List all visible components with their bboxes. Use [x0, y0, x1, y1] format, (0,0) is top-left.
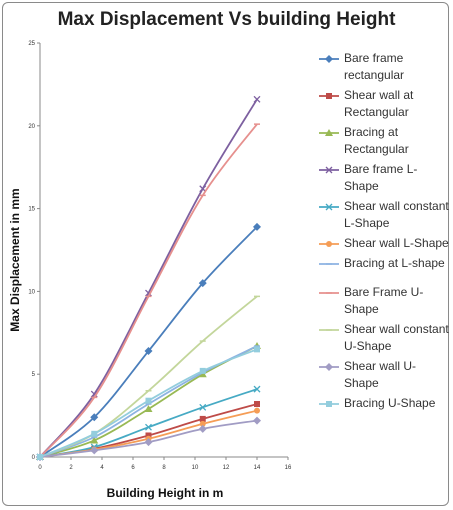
x-tick-label: 10: [192, 465, 199, 471]
legend-label: Shear wall at Rectangular: [344, 88, 414, 119]
legend-label: Shear wall L-Shape: [344, 236, 449, 250]
data-point: [253, 385, 261, 393]
data-point: [254, 346, 260, 353]
legend-item: Shear wall at Rectangular: [318, 87, 450, 121]
legend-item: Bare frame L-Shape: [318, 161, 450, 195]
legend-swatch: [319, 363, 339, 371]
legend-label: Shear wall U-Shape: [344, 359, 417, 390]
legend-item: Bare frame rectangular: [318, 50, 450, 84]
data-point: [145, 432, 152, 439]
data-point: [145, 423, 152, 431]
legend-item: Shear wall constant L-Shape: [318, 198, 450, 232]
legend-swatch: [319, 93, 339, 99]
x-tick-label: 0: [38, 465, 42, 471]
y-tick-label: 10: [28, 289, 35, 295]
data-point: [144, 438, 153, 447]
legend-label: Bare Frame U-Shape: [344, 285, 424, 316]
y-tick-label: 0: [32, 455, 36, 461]
y-tick-label: 25: [28, 41, 35, 47]
legend-marker: [326, 241, 332, 247]
data-point: [199, 420, 206, 427]
x-tick-label: 4: [100, 465, 104, 471]
legend-item: Bare Frame U-Shape: [318, 284, 450, 318]
x-tick-label: 16: [285, 465, 292, 471]
legend-marker: [325, 166, 333, 174]
data-point: [254, 401, 260, 408]
data-point: [144, 404, 153, 412]
legend-swatch: [319, 203, 339, 211]
data-point: [253, 95, 261, 103]
data-point: [90, 436, 99, 444]
legend-swatch: [319, 292, 339, 294]
x-tick-label: 8: [162, 465, 166, 471]
data-point: [144, 347, 153, 356]
legend-label: Shear wall constant L-Shape: [344, 199, 449, 230]
legend-swatch: [319, 55, 339, 63]
legend-item: Shear wall L-Shape: [318, 235, 450, 252]
y-tick-label: 20: [28, 124, 35, 130]
data-point: [253, 222, 261, 231]
legend-swatch: [319, 401, 339, 407]
legend-marker: [325, 129, 333, 136]
legend-label: Bracing at L-shape: [344, 256, 445, 270]
data-point: [199, 403, 207, 411]
legend-swatch: [319, 241, 339, 247]
chart-title: Max Displacement Vs building Height: [57, 9, 396, 30]
legend: Bare frame rectangular Shear wall at Rect…: [318, 50, 450, 415]
legend-label: Bracing at Rectangular: [344, 125, 409, 156]
x-tick-label: 6: [131, 465, 135, 471]
data-point: [145, 397, 152, 404]
data-point: [91, 430, 98, 437]
data-point: [90, 413, 99, 422]
x-tick-label: 14: [254, 465, 261, 471]
data-point: [253, 416, 261, 425]
legend-swatch: [319, 263, 339, 265]
legend-swatch: [319, 129, 339, 136]
data-point: [90, 390, 98, 398]
legend-marker: [325, 203, 333, 211]
legend-marker: [326, 401, 332, 407]
legend-label: Shear wall constant U-Shape: [344, 322, 449, 353]
chart-frame: [2, 2, 449, 506]
legend-item: Bracing U-Shape: [318, 395, 450, 412]
legend-swatch: [319, 166, 339, 174]
data-point: [198, 424, 207, 433]
legend-item: Bracing at L-shape: [318, 255, 450, 272]
legend-item: Shear wall U-Shape: [318, 358, 450, 392]
x-tick-label: 2: [69, 465, 73, 471]
data-point: [199, 415, 206, 422]
data-point: [254, 407, 260, 414]
y-tick-label: 5: [32, 372, 36, 378]
legend-swatch: [319, 329, 339, 331]
y-tick-label: 15: [28, 207, 35, 213]
legend-label: Bare frame rectangular: [344, 51, 405, 82]
x-axis-label: Building Height in m: [106, 486, 224, 500]
legend-marker: [325, 55, 333, 63]
data-point: [199, 367, 206, 374]
legend-marker: [326, 93, 332, 99]
data-point: [198, 279, 207, 288]
legend-label: Bracing U-Shape: [344, 396, 436, 410]
legend-label: Bare frame L-Shape: [344, 162, 418, 193]
legend-item: Bracing at Rectangular: [318, 124, 450, 158]
x-tick-label: 12: [223, 465, 230, 471]
legend-marker: [325, 363, 333, 371]
data-point: [37, 454, 43, 460]
legend-item: Shear wall constant U-Shape: [318, 321, 450, 355]
data-point: [90, 446, 99, 455]
